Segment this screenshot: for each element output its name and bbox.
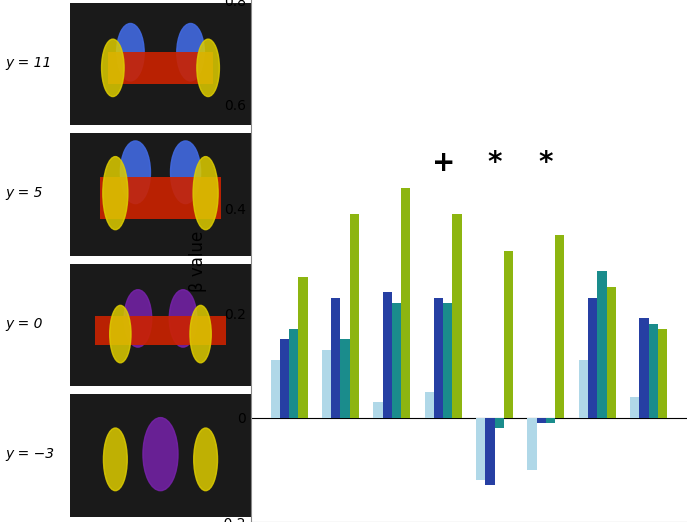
Bar (555, 235, 565, 418)
Bar (495, 418, 504, 428)
Bar (597, 271, 607, 418)
Bar (443, 303, 453, 418)
Bar (504, 251, 513, 418)
Ellipse shape (194, 428, 218, 491)
Text: y = 5: y = 5 (5, 186, 43, 200)
Ellipse shape (103, 157, 128, 230)
Circle shape (169, 290, 197, 347)
Bar (401, 188, 410, 418)
Bar (289, 329, 298, 418)
Bar (373, 402, 383, 418)
Ellipse shape (190, 305, 212, 363)
Bar (331, 298, 341, 418)
Bar (70, 133, 251, 256)
Text: *: * (539, 149, 553, 177)
Bar (280, 339, 289, 418)
Text: *: * (487, 149, 502, 177)
Bar (271, 360, 280, 418)
Bar (425, 392, 434, 418)
Bar (476, 418, 485, 480)
Bar (70, 264, 251, 386)
Circle shape (170, 141, 201, 204)
Bar (588, 298, 597, 418)
Bar (640, 318, 649, 418)
Bar (298, 277, 308, 418)
Circle shape (143, 418, 178, 491)
Bar (383, 292, 392, 418)
Circle shape (124, 290, 152, 347)
Bar (322, 350, 331, 418)
Bar (341, 339, 350, 418)
Bar (100, 177, 221, 219)
Text: y = 0: y = 0 (5, 317, 43, 330)
Ellipse shape (197, 39, 219, 97)
Bar (546, 418, 555, 423)
Bar (649, 324, 658, 418)
Bar (607, 287, 616, 418)
Bar (392, 303, 401, 418)
Bar (108, 52, 213, 84)
Bar (350, 214, 359, 418)
Bar (528, 418, 537, 470)
Bar (453, 214, 462, 418)
Bar (579, 360, 588, 418)
Circle shape (177, 23, 204, 81)
Bar (70, 3, 251, 125)
Bar (70, 394, 251, 517)
Circle shape (117, 23, 144, 81)
Bar (434, 298, 443, 418)
Text: +: + (431, 149, 455, 177)
Bar (95, 316, 226, 345)
Ellipse shape (193, 157, 218, 230)
Bar (485, 418, 495, 485)
Bar (658, 329, 667, 418)
Text: y = −3: y = −3 (5, 447, 54, 461)
Ellipse shape (110, 305, 131, 363)
Bar (537, 418, 546, 423)
Y-axis label: β value: β value (189, 230, 207, 292)
Ellipse shape (104, 428, 127, 491)
Text: y = 11: y = 11 (5, 56, 52, 69)
Circle shape (120, 141, 150, 204)
Ellipse shape (102, 39, 124, 97)
Bar (630, 397, 640, 418)
